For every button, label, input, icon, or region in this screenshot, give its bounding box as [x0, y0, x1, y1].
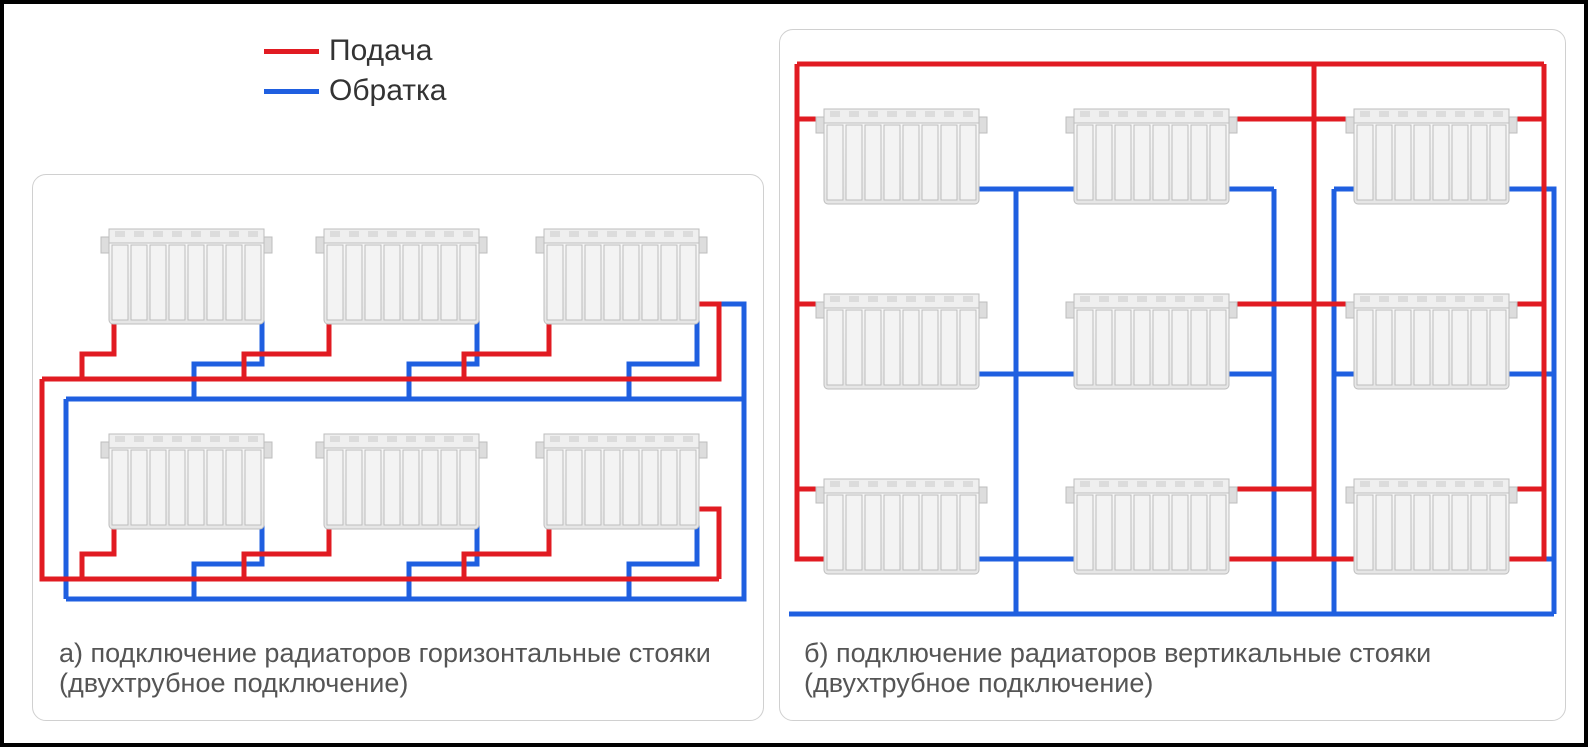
- legend-supply-swatch: [264, 49, 319, 54]
- legend: Подача Обратка: [264, 34, 446, 114]
- legend-return-swatch: [264, 89, 319, 94]
- caption-a: а) подключение радиаторов горизонтальные…: [59, 639, 749, 698]
- panel-b: [779, 29, 1566, 721]
- legend-supply-label: Подача: [329, 34, 432, 68]
- legend-supply: Подача: [264, 34, 446, 68]
- legend-return: Обратка: [264, 74, 446, 108]
- legend-return-label: Обратка: [329, 74, 446, 108]
- caption-b: б) подключение радиаторов вертикальные с…: [804, 639, 1544, 698]
